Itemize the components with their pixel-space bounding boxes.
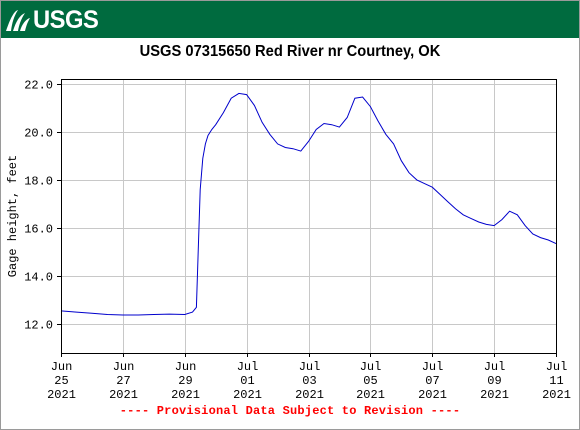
x-tick-label: 25 <box>54 374 68 388</box>
x-tick-label: Jul <box>360 360 382 374</box>
provisional-notice: ---- Provisional Data Subject to Revisio… <box>119 404 461 418</box>
x-tick-label: 05 <box>363 374 377 388</box>
y-tick-label: 22.0 <box>24 79 53 93</box>
series-line <box>60 92 557 316</box>
plot-area-border <box>61 79 557 354</box>
x-tick-label: 03 <box>302 374 316 388</box>
x-tick-label: Jul <box>422 360 444 374</box>
x-tick-label: 27 <box>116 374 130 388</box>
x-tick-label: 07 <box>425 374 439 388</box>
x-tick-label: Jul <box>546 360 568 374</box>
x-tick-label: 2021 <box>295 388 324 402</box>
x-tick-label: Jul <box>237 360 259 374</box>
x-tick-label: 11 <box>549 374 563 388</box>
x-tick-label: 09 <box>487 374 501 388</box>
y-tick-label: 14.0 <box>24 271 53 285</box>
x-tick-label: Jun <box>113 360 135 374</box>
x-tick-label: Jun <box>51 360 73 374</box>
y-tick-label: 18.0 <box>24 175 53 189</box>
x-tick-label: Jul <box>484 360 506 374</box>
x-tick-label: 2021 <box>542 388 571 402</box>
usgs-wave-icon <box>6 10 30 31</box>
x-tick-label: Jun <box>175 360 197 374</box>
x-ticks: Jun252021Jun272021Jun292021Jul012021Jul0… <box>47 353 571 402</box>
x-tick-label: 2021 <box>356 388 385 402</box>
x-tick-label: 01 <box>240 374 254 388</box>
y-tick-label: 12.0 <box>24 319 53 333</box>
x-tick-label: 2021 <box>233 388 262 402</box>
x-tick-label: Jul <box>299 360 321 374</box>
x-tick-label: 2021 <box>109 388 138 402</box>
y-ticks: 12.0 14.0 16.0 18.0 20.0 22.0 <box>24 79 61 333</box>
usgs-logo[interactable]: USGS <box>5 7 102 33</box>
x-tick-label: 2021 <box>47 388 76 402</box>
usgs-logo-text: USGS <box>33 6 99 34</box>
x-tick-label: 2021 <box>171 388 200 402</box>
x-tick-label: 29 <box>178 374 192 388</box>
usgs-banner: USGS <box>1 1 579 38</box>
x-tick-label: 2021 <box>418 388 447 402</box>
x-tick-label: 2021 <box>480 388 509 402</box>
grid <box>61 79 557 353</box>
y-tick-label: 20.0 <box>24 127 53 141</box>
chart-title: USGS 07315650 Red River nr Courtney, OK <box>139 43 441 60</box>
y-tick-label: 16.0 <box>24 223 53 237</box>
